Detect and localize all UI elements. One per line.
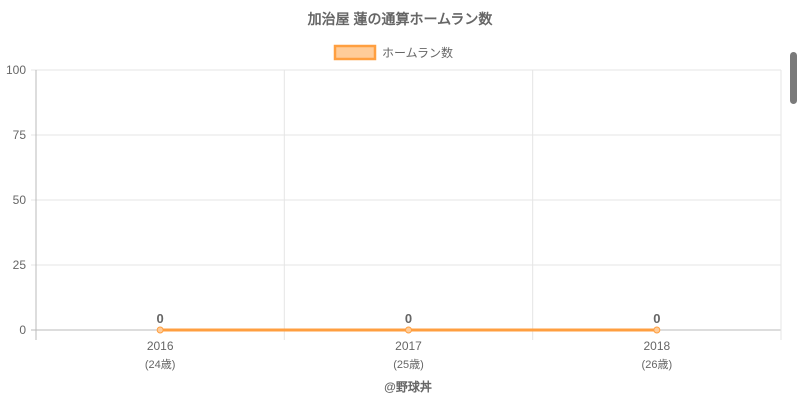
- x-tick-sublabel: (24歳): [145, 358, 176, 371]
- y-tick-label: 75: [13, 128, 27, 142]
- credit-label: @野球丼: [384, 379, 432, 394]
- y-tick-label: 25: [13, 258, 27, 272]
- x-tick-label: 2016: [147, 339, 174, 353]
- data-label: 0: [157, 311, 164, 326]
- x-tick-label: 2018: [643, 339, 670, 353]
- data-point: [156, 326, 164, 334]
- chart-title: 加治屋 蓮の通算ホームラン数: [307, 11, 494, 27]
- y-tick-label: 50: [13, 193, 27, 207]
- data-label: 0: [653, 311, 660, 326]
- x-tick-sublabel: (25歳): [393, 358, 424, 371]
- legend-label: ホームラン数: [382, 45, 453, 60]
- scrollbar[interactable]: [790, 52, 797, 104]
- x-tick-label: 2017: [395, 339, 422, 353]
- data-point: [653, 326, 661, 334]
- x-tick-sublabel: (26歳): [642, 358, 673, 371]
- data-label: 0: [405, 311, 412, 326]
- data-point: [405, 326, 412, 334]
- y-tick-label: 0: [19, 323, 26, 337]
- legend-swatch: [333, 44, 377, 61]
- y-tick-label: 100: [6, 63, 26, 77]
- legend[interactable]: ホームラン数: [333, 44, 453, 61]
